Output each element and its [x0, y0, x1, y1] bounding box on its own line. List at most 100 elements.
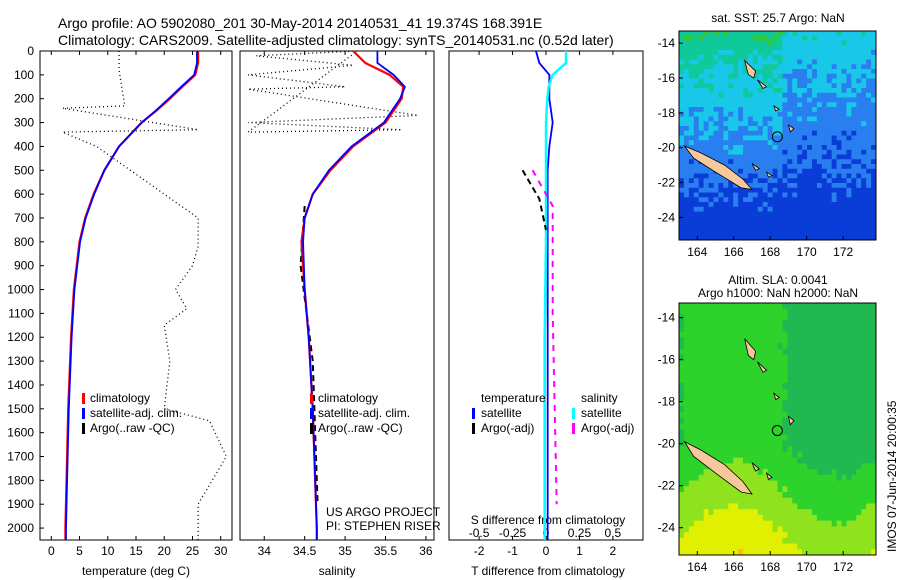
- map-cell: [866, 469, 872, 476]
- map-cell: [752, 154, 759, 160]
- map-cell: [787, 303, 793, 310]
- map-cell: [693, 78, 700, 84]
- map-cell: [851, 526, 857, 533]
- map-cell: [752, 520, 759, 527]
- map-cell: [762, 159, 769, 165]
- map-cell: [846, 145, 852, 151]
- map-cell: [708, 354, 714, 361]
- map-cell: [856, 549, 862, 556]
- map-cell: [851, 325, 857, 333]
- map-cell: [762, 192, 769, 198]
- map-cell: [772, 549, 778, 556]
- map-cell: [718, 400, 724, 407]
- map-cell: [738, 97, 744, 103]
- map-cell: [851, 514, 857, 522]
- map-cell: [866, 480, 872, 487]
- s-tick-label: -0.25: [499, 526, 527, 540]
- map-cell: [802, 126, 808, 132]
- map-cell: [797, 31, 803, 37]
- map-cell: [762, 343, 769, 350]
- map-cell: [836, 197, 843, 203]
- map-cell: [762, 451, 769, 459]
- map-cell: [836, 31, 843, 37]
- map-cell: [871, 135, 877, 141]
- map-cell: [811, 303, 818, 310]
- map-cell: [708, 102, 714, 108]
- map-cell: [698, 325, 705, 333]
- map-cell: [713, 325, 719, 333]
- map-cell: [807, 354, 813, 361]
- map-cell: [836, 440, 843, 447]
- map-cell: [802, 78, 808, 84]
- map-cell: [713, 520, 719, 527]
- map-cell: [747, 202, 754, 208]
- map-cell: [861, 97, 867, 103]
- map-cell: [871, 406, 877, 413]
- map-cell: [787, 520, 793, 527]
- map-cell: [698, 216, 705, 222]
- map-cell: [757, 434, 764, 441]
- map-cell: [792, 514, 798, 522]
- map-cell: [698, 45, 705, 51]
- map-cell: [679, 434, 685, 441]
- map-cell: [723, 130, 729, 136]
- map-cell: [703, 73, 710, 79]
- map-cell: [772, 308, 778, 315]
- map-cell: [807, 216, 813, 222]
- map-cell: [851, 40, 857, 46]
- map-cell: [683, 497, 690, 504]
- map-cell: [679, 463, 685, 470]
- map-cell: [802, 377, 808, 384]
- map-cell: [871, 360, 877, 367]
- map-cell: [767, 31, 774, 37]
- map-cell: [861, 192, 867, 198]
- map-cell: [787, 230, 793, 236]
- map-cell: [728, 159, 734, 165]
- map-cell: [693, 440, 700, 447]
- map-cell: [851, 406, 857, 413]
- map-cell: [718, 314, 724, 321]
- map-cell: [841, 135, 847, 141]
- map-cell: [693, 509, 700, 516]
- map-cell: [816, 59, 823, 65]
- map-cell: [807, 429, 813, 436]
- y-tick-label: 400: [14, 139, 34, 153]
- argo-float-position-marker: [771, 131, 783, 143]
- map-cell: [693, 130, 700, 136]
- map-cell: [733, 164, 739, 170]
- map-cell: [772, 221, 778, 227]
- map-cell: [871, 64, 877, 70]
- map-cell: [679, 509, 685, 516]
- map-cell: [708, 434, 714, 441]
- map-cell: [718, 73, 724, 79]
- map-cell: [787, 457, 793, 464]
- map-cell: [831, 520, 838, 527]
- map-cell: [777, 532, 783, 539]
- map-cell: [836, 429, 843, 436]
- map-cell: [821, 164, 828, 170]
- map-cell: [841, 202, 847, 208]
- map-cell: [723, 549, 729, 556]
- map-cell: [861, 235, 867, 241]
- map-cell: [846, 526, 852, 533]
- map-cell: [767, 121, 774, 127]
- map-cell: [856, 83, 862, 89]
- map-cell: [787, 451, 793, 459]
- map-cell: [733, 92, 739, 98]
- map-cell: [826, 549, 833, 556]
- map-cell: [728, 537, 734, 545]
- map-cell: [777, 35, 783, 41]
- map-cell: [718, 497, 724, 504]
- map-cell: [752, 211, 759, 217]
- map-cell: [693, 537, 700, 545]
- map-cell: [693, 343, 700, 350]
- map-cell: [826, 526, 833, 533]
- map-cell: [777, 126, 783, 132]
- map-cell: [683, 159, 690, 165]
- map-cell: [752, 192, 759, 198]
- map-cell: [807, 173, 813, 179]
- map-cell: [713, 543, 719, 550]
- map-cell: [851, 202, 857, 208]
- map-cell: [871, 429, 877, 436]
- map-cell: [851, 225, 857, 231]
